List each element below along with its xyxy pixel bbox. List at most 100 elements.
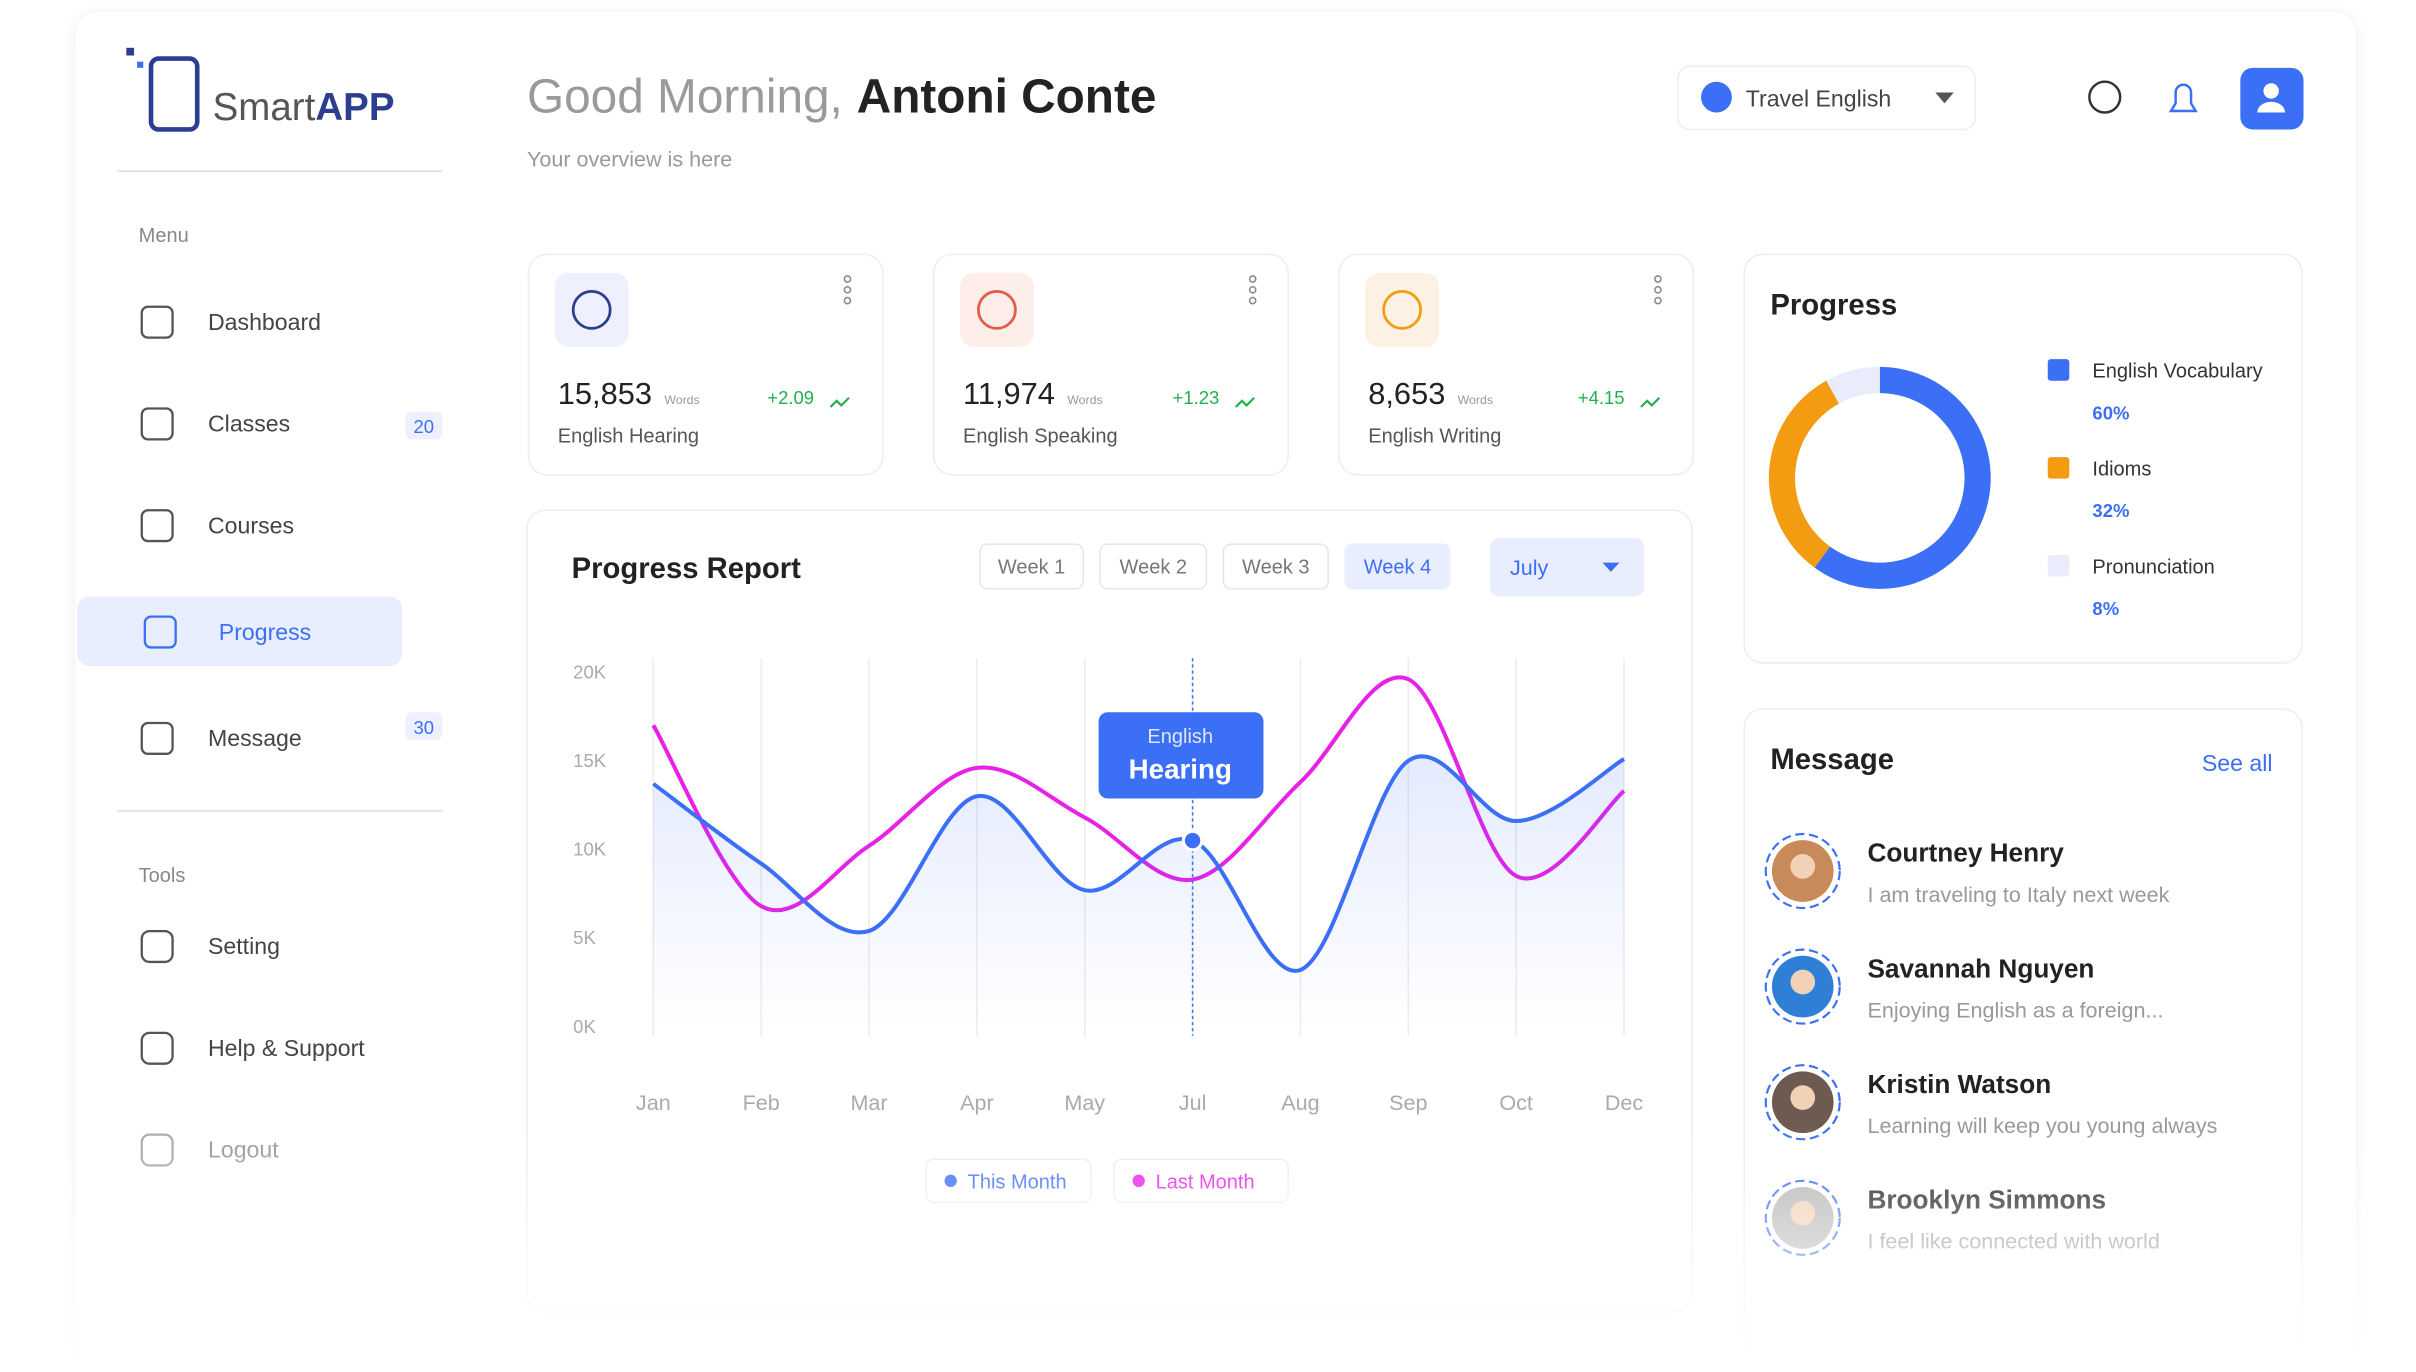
stat-unit: Words — [1458, 393, 1493, 407]
stat-change: +4.15 — [1578, 387, 1625, 408]
menu-dots[interactable] — [1248, 296, 1257, 305]
week-tab[interactable] — [979, 543, 1084, 590]
trend-icon — [1640, 396, 1661, 408]
y-tick-label: 10K — [573, 839, 607, 860]
stat-value: 8,653 — [1368, 376, 1445, 411]
x-tick-label: Oct — [1499, 1090, 1533, 1115]
legend-swatch — [2047, 457, 2070, 479]
avatar-face — [1790, 969, 1816, 995]
week-tab[interactable] — [1222, 543, 1329, 590]
logo-icon — [126, 47, 135, 56]
avatar-face — [1790, 854, 1816, 879]
legend-label: English Vocabulary — [2092, 361, 2262, 383]
donut-segment — [1814, 366, 1991, 589]
notification-button[interactable] — [2168, 83, 2198, 113]
course-select-label: Travel English — [1746, 85, 1892, 111]
stat-value: 15,853 — [558, 376, 652, 411]
menu-dots[interactable] — [1654, 285, 1662, 294]
course-select[interactable] — [1677, 65, 1977, 131]
stat-icon — [977, 289, 1017, 330]
stat-label: English Hearing — [558, 425, 699, 447]
y-tick-label: 20K — [573, 661, 607, 682]
badge — [405, 411, 443, 440]
tool-icon — [140, 929, 174, 964]
menu-icon — [140, 721, 174, 755]
legend-value: 60% — [2092, 402, 2129, 423]
menu-item[interactable]: Dashboard — [208, 309, 321, 335]
menu-item[interactable]: Classes — [208, 411, 290, 437]
legend-swatch — [2047, 359, 2070, 381]
y-tick-label: 15K — [573, 750, 607, 771]
week-tab[interactable] — [1344, 543, 1451, 590]
menu-item[interactable]: Message — [208, 725, 302, 751]
menu-icon — [143, 615, 177, 649]
see-all-link[interactable]: See all — [2202, 750, 2273, 776]
line — [652, 754, 1626, 973]
area — [653, 756, 1625, 1027]
profile-button[interactable] — [2240, 67, 2304, 130]
legend-swatch — [2047, 554, 2070, 577]
avatar-ring — [1764, 948, 1841, 1025]
stat-change: +1.23 — [1173, 387, 1220, 408]
message-preview: Enjoying English as a foreign... — [1867, 997, 2163, 1022]
menu-dots[interactable] — [1654, 296, 1662, 305]
badge-count: 30 — [413, 717, 434, 738]
x-tick-label: Sep — [1389, 1090, 1427, 1115]
message-preview: I am traveling to Italy next week — [1867, 882, 2169, 907]
week-tab-label: Week 1 — [998, 556, 1065, 578]
tool-icon — [140, 1031, 174, 1065]
search-button[interactable] — [2088, 80, 2122, 114]
card-title: Progress — [1770, 288, 1897, 321]
stat-icon-bg — [1365, 272, 1440, 347]
tooltip — [1098, 712, 1264, 799]
logo: SmartAPP — [213, 86, 395, 129]
message-sender[interactable]: Savannah Nguyen — [1867, 953, 2094, 983]
stat-icon-bg — [554, 272, 629, 347]
x-tick-label: Apr — [960, 1090, 994, 1115]
x-tick-label: Jul — [1179, 1090, 1207, 1115]
menu-dots[interactable] — [1654, 275, 1662, 283]
stat-icon — [571, 289, 612, 330]
card-title: Progress Report — [572, 552, 802, 585]
y-tick-label: 0K — [573, 1016, 596, 1037]
tooltip-line: English — [1147, 726, 1213, 748]
week-tab-label: Week 2 — [1120, 556, 1187, 578]
legend-value: 8% — [2092, 598, 2119, 619]
section-label: Tools — [139, 865, 186, 887]
message-sender[interactable]: Courtney Henry — [1867, 838, 2064, 868]
message-sender[interactable]: Kristin Watson — [1867, 1069, 2051, 1099]
menu-item[interactable]: Courses — [208, 512, 294, 538]
menu-item[interactable]: Progress — [219, 619, 311, 645]
menu-dots[interactable] — [1248, 285, 1257, 294]
menu-dots[interactable] — [843, 275, 852, 283]
x-tick-label: May — [1064, 1090, 1105, 1115]
x-tick-label: Mar — [850, 1090, 887, 1115]
menu-dots[interactable] — [843, 296, 852, 305]
badge — [405, 712, 443, 740]
caret — [1935, 92, 1954, 104]
menu-dots[interactable] — [843, 285, 852, 294]
profile-icon — [2257, 101, 2286, 113]
donut-segment — [1768, 380, 1839, 568]
stat-unit: Words — [664, 393, 699, 407]
donut-segment — [1826, 366, 1880, 404]
tool-item[interactable]: Setting — [208, 933, 280, 959]
week-tab[interactable] — [1099, 543, 1208, 590]
logo-icon — [148, 56, 200, 132]
caret — [1602, 562, 1620, 572]
section-label: Menu — [139, 225, 189, 247]
badge-count: 20 — [413, 416, 434, 437]
legend-value: 32% — [2092, 500, 2129, 521]
month-select-label: July — [1510, 555, 1549, 580]
tool-item[interactable]: Help & Support — [208, 1035, 365, 1061]
stat-label: English Writing — [1368, 425, 1501, 447]
menu-dots[interactable] — [1248, 275, 1257, 283]
stat-label: English Speaking — [963, 425, 1118, 447]
fade-overlay — [0, 1125, 2416, 1372]
month-select[interactable] — [1489, 538, 1645, 597]
legend-label: Pronunciation — [2092, 556, 2214, 578]
week-tab-label: Week 3 — [1242, 556, 1309, 578]
x-tick-label: Dec — [1605, 1090, 1644, 1115]
stat-unit: Words — [1067, 393, 1102, 407]
